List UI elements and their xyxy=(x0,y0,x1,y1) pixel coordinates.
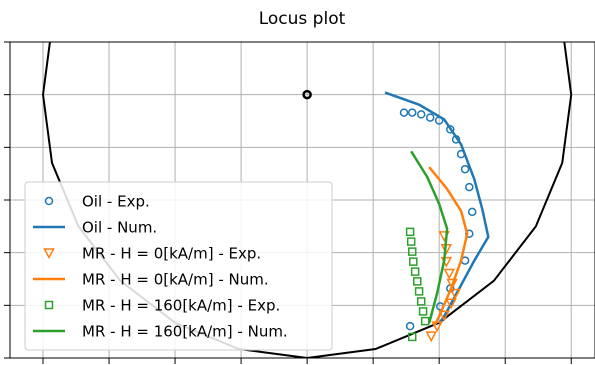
legend-label: MR - H = 160[kA/m] - Num. xyxy=(82,323,288,341)
data-point xyxy=(449,288,462,300)
legend-swatch xyxy=(44,196,54,206)
data-point xyxy=(406,237,416,246)
chart-title: Locus plot xyxy=(259,9,346,29)
series-line xyxy=(384,91,490,324)
data-point xyxy=(465,229,474,238)
data-point xyxy=(405,227,415,237)
data-point xyxy=(414,287,424,296)
data-point xyxy=(425,113,435,122)
data-point xyxy=(438,310,450,322)
data-point xyxy=(425,331,437,343)
legend-label: MR - H = 0[kA/m] - Num. xyxy=(82,271,269,289)
data-point xyxy=(467,207,477,217)
series-line xyxy=(428,166,469,327)
data-point xyxy=(416,297,426,306)
data-point xyxy=(445,298,457,310)
legend-swatch xyxy=(44,300,54,310)
data-point xyxy=(407,332,417,342)
plot-area xyxy=(42,42,573,358)
data-point xyxy=(446,125,455,134)
data-point xyxy=(407,247,417,256)
data-point xyxy=(302,89,312,100)
data-point xyxy=(460,164,470,174)
legend-label: MR - H = 160[kA/m] - Exp. xyxy=(82,297,280,315)
legend-label: Oil - Num. xyxy=(82,219,157,237)
legend-box xyxy=(24,181,333,351)
data-point xyxy=(446,278,458,290)
data-point xyxy=(443,268,455,280)
legend-label: Oil - Exp. xyxy=(82,193,150,211)
legend-swatch xyxy=(43,248,55,260)
data-point xyxy=(418,307,428,316)
legend-label: MR - H = 0[kA/m] - Exp. xyxy=(82,245,261,263)
data-point xyxy=(465,182,474,192)
data-point xyxy=(420,316,430,326)
data-point xyxy=(410,267,420,276)
data-point xyxy=(407,108,417,117)
data-point xyxy=(416,110,426,119)
series-line xyxy=(410,150,449,324)
data-point xyxy=(409,257,418,266)
data-point xyxy=(399,108,409,117)
data-point xyxy=(413,277,422,286)
data-point xyxy=(405,321,415,331)
